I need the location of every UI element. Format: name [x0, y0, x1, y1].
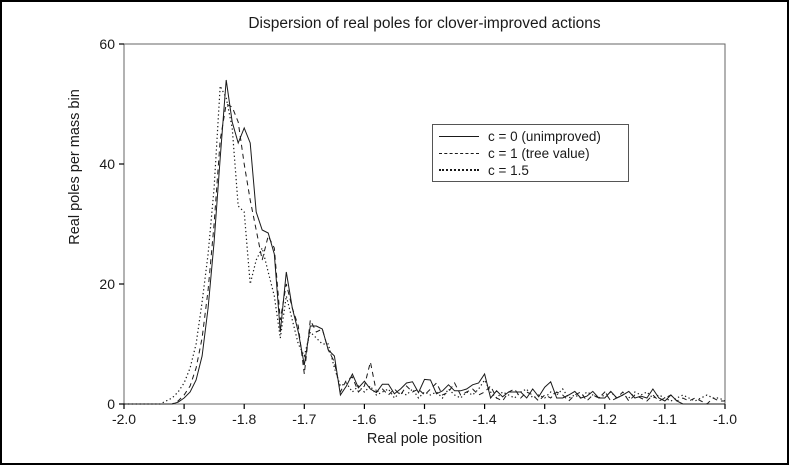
x-tick-label: -1.4 — [473, 411, 497, 427]
dashed-line-sample-icon — [439, 152, 479, 154]
legend-item-c0: c = 0 (unimproved) — [439, 128, 622, 144]
x-tick-label: -1.9 — [172, 411, 196, 427]
series-line-dashed — [124, 103, 725, 405]
y-tick-label: 40 — [99, 156, 115, 172]
series-line-solid — [124, 79, 725, 405]
y-tick-label: 60 — [99, 36, 115, 52]
x-tick-label: -1.3 — [533, 411, 557, 427]
legend-item-c1: c = 1 (tree value) — [439, 145, 622, 161]
x-axis-label: Real pole position — [366, 431, 483, 447]
legend-label-c15: c = 1.5 — [488, 162, 529, 178]
x-tick-label: -1.1 — [653, 411, 677, 427]
x-tick-label: -1.7 — [292, 411, 316, 427]
x-tick-label: -1.6 — [352, 411, 376, 427]
legend-item-c15: c = 1.5 — [439, 162, 622, 178]
y-tick-label: 0 — [107, 396, 115, 412]
x-tick-label: -1.5 — [412, 411, 436, 427]
y-tick-label: 20 — [99, 276, 115, 292]
legend-box: c = 0 (unimproved) c = 1 (tree value) c … — [432, 124, 629, 182]
x-tick-label: -1.0 — [713, 411, 737, 427]
chart-title: Dispersion of real poles for clover-impr… — [248, 15, 601, 32]
x-tick-label: -1.8 — [232, 411, 256, 427]
x-tick-label: -1.2 — [593, 411, 617, 427]
solid-line-sample-icon — [439, 135, 479, 137]
legend-label-c1: c = 1 (tree value) — [488, 145, 590, 161]
dotted-line-sample-icon — [439, 169, 479, 171]
legend-label-c0: c = 0 (unimproved) — [488, 128, 601, 144]
x-tick-label: -2.0 — [112, 411, 136, 427]
